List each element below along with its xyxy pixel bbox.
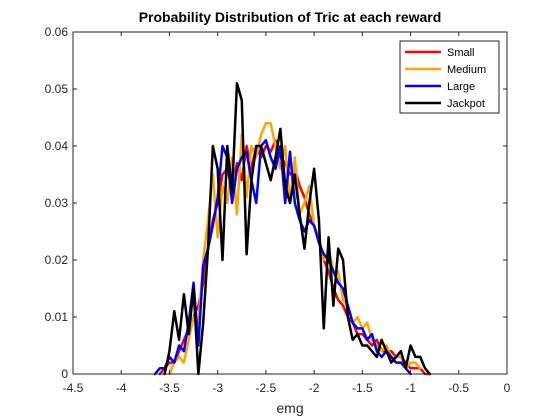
legend-label-large: Large <box>447 81 475 93</box>
y-tick-label: 0.02 <box>45 253 69 267</box>
x-tick-label: -4.5 <box>63 381 84 395</box>
x-tick-label: -2 <box>309 381 320 395</box>
axes-layer: -4.5 -4 -3.5 -3 -2.5 -2 -1.5 -1 -0.5 0 0 0.01 0.02 0.… <box>45 25 511 395</box>
y-tick-label: 0.01 <box>45 310 69 324</box>
x-tick-label: -2.5 <box>256 381 277 395</box>
series-line-large <box>153 139 412 376</box>
y-tick-label: 0.03 <box>45 196 69 210</box>
y-tick-label: 0.05 <box>45 82 69 96</box>
x-tick-label: -0.5 <box>448 381 469 395</box>
x-tick-label: -1 <box>405 381 416 395</box>
legend-label-small: Small <box>447 47 475 59</box>
series-layer <box>153 82 432 376</box>
x-tick-label: -3.5 <box>159 381 180 395</box>
x-tick-label: -3 <box>212 381 223 395</box>
x-tick-label: -4 <box>116 381 127 395</box>
x-axis-label: emg <box>276 400 303 416</box>
y-tick-label: 0.04 <box>45 139 69 153</box>
x-tick-label: 0 <box>504 381 511 395</box>
x-tick-label: -1.5 <box>352 381 373 395</box>
legend-label-medium: Medium <box>447 64 486 76</box>
y-tick-label: 0.06 <box>45 25 69 39</box>
chart-title: Probability Distribution of Tric at each… <box>139 9 442 25</box>
legend-label-jackpot: Jackpot <box>447 98 485 110</box>
legend: Small Medium Large Jackpot <box>399 40 500 114</box>
series-line-jackpot <box>163 82 432 376</box>
y-tick-label: 0 <box>61 367 68 381</box>
